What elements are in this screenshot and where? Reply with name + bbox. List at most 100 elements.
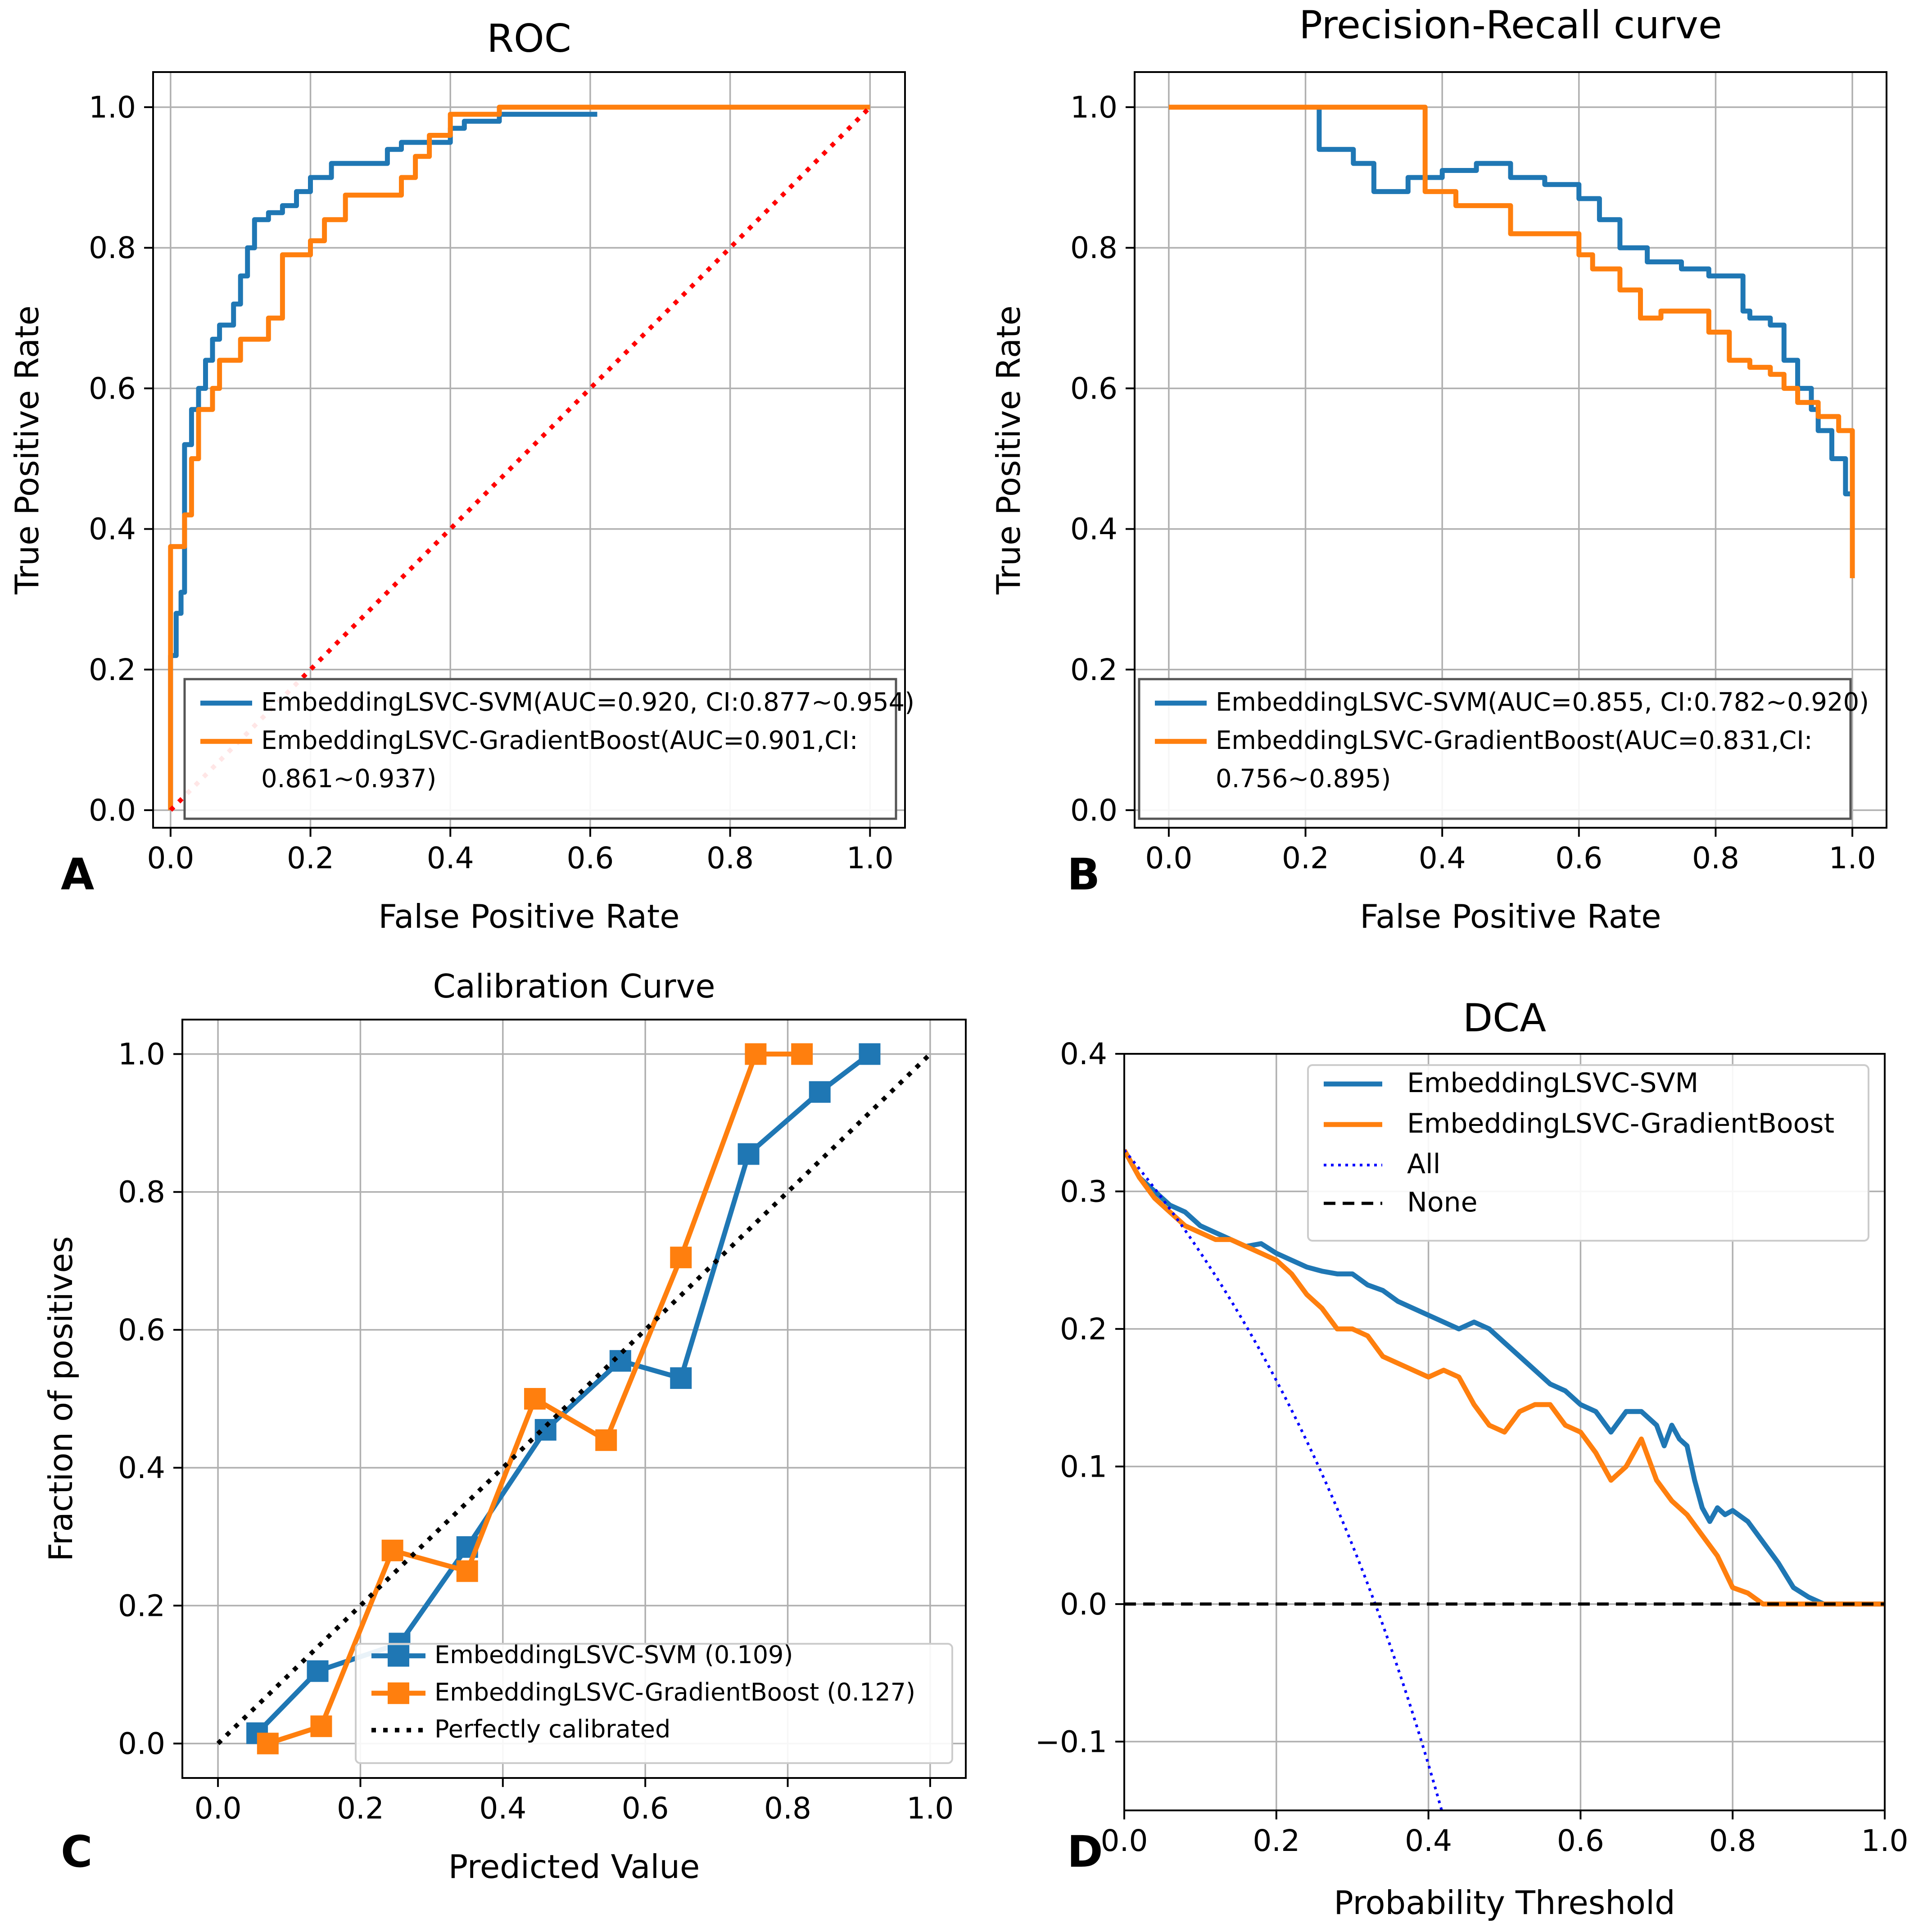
- series-line-0: [168, 112, 597, 810]
- legend: EmbeddingLSVC-SVM(AUC=0.920, CI:0.877~0.…: [183, 678, 914, 820]
- panel-letter: A: [61, 849, 94, 900]
- legend-label-2: All: [1407, 1148, 1440, 1180]
- legend-label-line-2: 0.756~0.895): [1216, 764, 1391, 794]
- series-0-marker-5: [609, 1350, 631, 1372]
- y-tick-label-2: 0.1: [1060, 1449, 1107, 1484]
- series-line-1: [1124, 1149, 1885, 1607]
- y-axis-label: True Positive Rate: [990, 305, 1027, 594]
- y-tick-label-1: 0.0: [1060, 1587, 1107, 1622]
- y-tick-label-3: 0.6: [1070, 371, 1118, 406]
- y-tick-label-5: 1.0: [1070, 90, 1118, 125]
- y-tick-label-1: 0.2: [118, 1588, 165, 1623]
- x-axis-label: Probability Threshold: [1334, 1884, 1675, 1922]
- y-tick-label-1: 0.2: [1070, 653, 1118, 687]
- legend-label-0: EmbeddingLSVC-SVM: [1407, 1067, 1698, 1099]
- x-tick-label-4: 0.8: [1692, 841, 1739, 875]
- series-line-2: [216, 1052, 932, 1746]
- legend-label-0: EmbeddingLSVC-SVM(AUC=0.920, CI:0.877~0.…: [261, 688, 914, 717]
- chart-title: DCA: [1463, 996, 1546, 1041]
- x-tick-label-5: 1.0: [1861, 1823, 1909, 1858]
- x-tick-label-0: 0.0: [1101, 1823, 1148, 1858]
- plot-area: [1124, 1149, 1885, 1810]
- x-tick-label-4: 0.8: [1709, 1823, 1756, 1858]
- legend-label-line-1: EmbeddingLSVC-GradientBoost(AUC=0.831,CI…: [1216, 726, 1813, 755]
- y-tick-label-3: 0.6: [118, 1313, 165, 1347]
- x-axis-label: False Positive Rate: [1360, 898, 1661, 935]
- series-0-marker-7: [738, 1143, 760, 1165]
- series-line-2: [1124, 1149, 1443, 1810]
- x-tick-label-0: 0.0: [195, 1791, 242, 1826]
- y-tick-label-5: 1.0: [118, 1037, 165, 1072]
- series-1-marker-6: [670, 1247, 692, 1269]
- x-tick-label-3: 0.6: [1557, 1823, 1604, 1858]
- y-tick-label-5: 0.4: [1060, 1037, 1107, 1071]
- y-tick-label-2: 0.4: [1070, 512, 1118, 547]
- series-1-marker-8: [791, 1043, 813, 1065]
- x-tick-label-4: 0.8: [706, 841, 754, 875]
- chart-title: Precision-Recall curve: [1299, 3, 1722, 48]
- series-0-marker-6: [670, 1367, 692, 1389]
- legend-label-line-1: EmbeddingLSVC-GradientBoost(AUC=0.901,CI…: [261, 726, 858, 755]
- y-tick-label-0: 0.0: [118, 1726, 165, 1761]
- legend-label-line-2: 0.861~0.937): [261, 764, 436, 794]
- y-tick-label-4: 0.3: [1060, 1174, 1107, 1209]
- legend: EmbeddingLSVC-SVM EmbeddingLSVC-GradientB…: [1307, 1064, 1869, 1242]
- series-line-1: [1168, 104, 1855, 578]
- x-tick-label-1: 0.2: [287, 841, 334, 875]
- series-1-marker-7: [745, 1043, 767, 1065]
- x-tick-label-3: 0.6: [1555, 841, 1602, 875]
- x-axis-label: False Positive Rate: [378, 898, 679, 935]
- series-1-marker-4: [524, 1388, 546, 1410]
- x-tick-label-5: 1.0: [1829, 841, 1876, 875]
- roc-panel: 0.0 0.2 0.4 0.6 0.8 1.0 0.0 0.2 0.4 0.6 0.8 1.0 ROC F…: [8, 16, 914, 935]
- legend-box: [355, 1643, 953, 1764]
- x-tick-label-4: 0.8: [764, 1791, 811, 1826]
- plot-area: [1168, 104, 1855, 578]
- y-tick-label-0: 0.0: [89, 793, 136, 828]
- y-axis-label: True Positive Rate: [8, 305, 46, 594]
- legend-label-1: EmbeddingLSVC-GradientBoost(AUC=0.831,CI…: [1216, 726, 1813, 794]
- x-tick-label-0: 0.0: [1145, 841, 1192, 875]
- x-tick-label-0: 0.0: [147, 841, 194, 875]
- x-tick-label-2: 0.4: [1419, 841, 1466, 875]
- series-line-1: [168, 104, 870, 810]
- legend-label-1: EmbeddingLSVC-GradientBoost(AUC=0.901,CI…: [261, 726, 858, 794]
- series-1-marker-3: [456, 1560, 478, 1582]
- y-tick-label-5: 1.0: [89, 90, 136, 125]
- legend-marker-1: [388, 1682, 409, 1704]
- legend-box: [1307, 1064, 1869, 1242]
- y-tick-label-4: 0.8: [118, 1175, 165, 1210]
- x-axis-label: Predicted Value: [448, 1848, 700, 1886]
- y-tick-label-0: 0.0: [1070, 793, 1118, 828]
- axes-frame: [181, 1019, 967, 1779]
- precision-recall-panel: 0.0 0.2 0.4 0.6 0.8 1.0 0.0 0.2 0.4 0.6 0.8 1.0 Prec…: [990, 3, 1887, 935]
- series-0-marker-9: [859, 1043, 881, 1065]
- y-tick-label-4: 0.8: [89, 231, 136, 265]
- panel-letter: B: [1067, 849, 1100, 900]
- x-tick-label-1: 0.2: [1253, 1823, 1300, 1858]
- series-0-marker-4: [534, 1419, 557, 1441]
- series-0-marker-1: [307, 1660, 329, 1682]
- legend-box: [1138, 678, 1852, 820]
- x-tick-label-3: 0.6: [622, 1791, 669, 1826]
- legend-label-1: EmbeddingLSVC-GradientBoost (0.127): [434, 1678, 915, 1706]
- dca-panel: 0.0 0.2 0.4 0.6 0.8 1.0 −0.1 0.0 0.1 0.2 0.3 0.4 DCA…: [1035, 996, 1909, 1922]
- legend: EmbeddingLSVC-SVM(AUC=0.855, CI:0.782~0.…: [1138, 678, 1869, 820]
- y-tick-label-0: −0.1: [1035, 1724, 1107, 1759]
- series-line-0: [1124, 1149, 1885, 1607]
- y-axis-label: Fraction of positives: [42, 1236, 80, 1562]
- panel-letter: C: [61, 1827, 92, 1877]
- legend-label-2: Perfectly calibrated: [434, 1715, 670, 1743]
- legend-label-3: None: [1407, 1187, 1478, 1218]
- x-tick-label-2: 0.4: [479, 1791, 526, 1826]
- x-tick-label-1: 0.2: [1282, 841, 1329, 875]
- legend-label-1: EmbeddingLSVC-GradientBoost: [1407, 1108, 1834, 1139]
- y-tick-label-2: 0.4: [89, 512, 136, 547]
- panel-letter: D: [1067, 1827, 1103, 1877]
- x-tick-label-5: 1.0: [846, 841, 894, 875]
- legend-label-0: EmbeddingLSVC-SVM (0.109): [434, 1641, 793, 1669]
- legend: EmbeddingLSVC-SVM (0.109) EmbeddingLSVC-G…: [355, 1641, 953, 1764]
- y-tick-label-4: 0.8: [1070, 231, 1118, 265]
- series-1-marker-1: [310, 1715, 332, 1737]
